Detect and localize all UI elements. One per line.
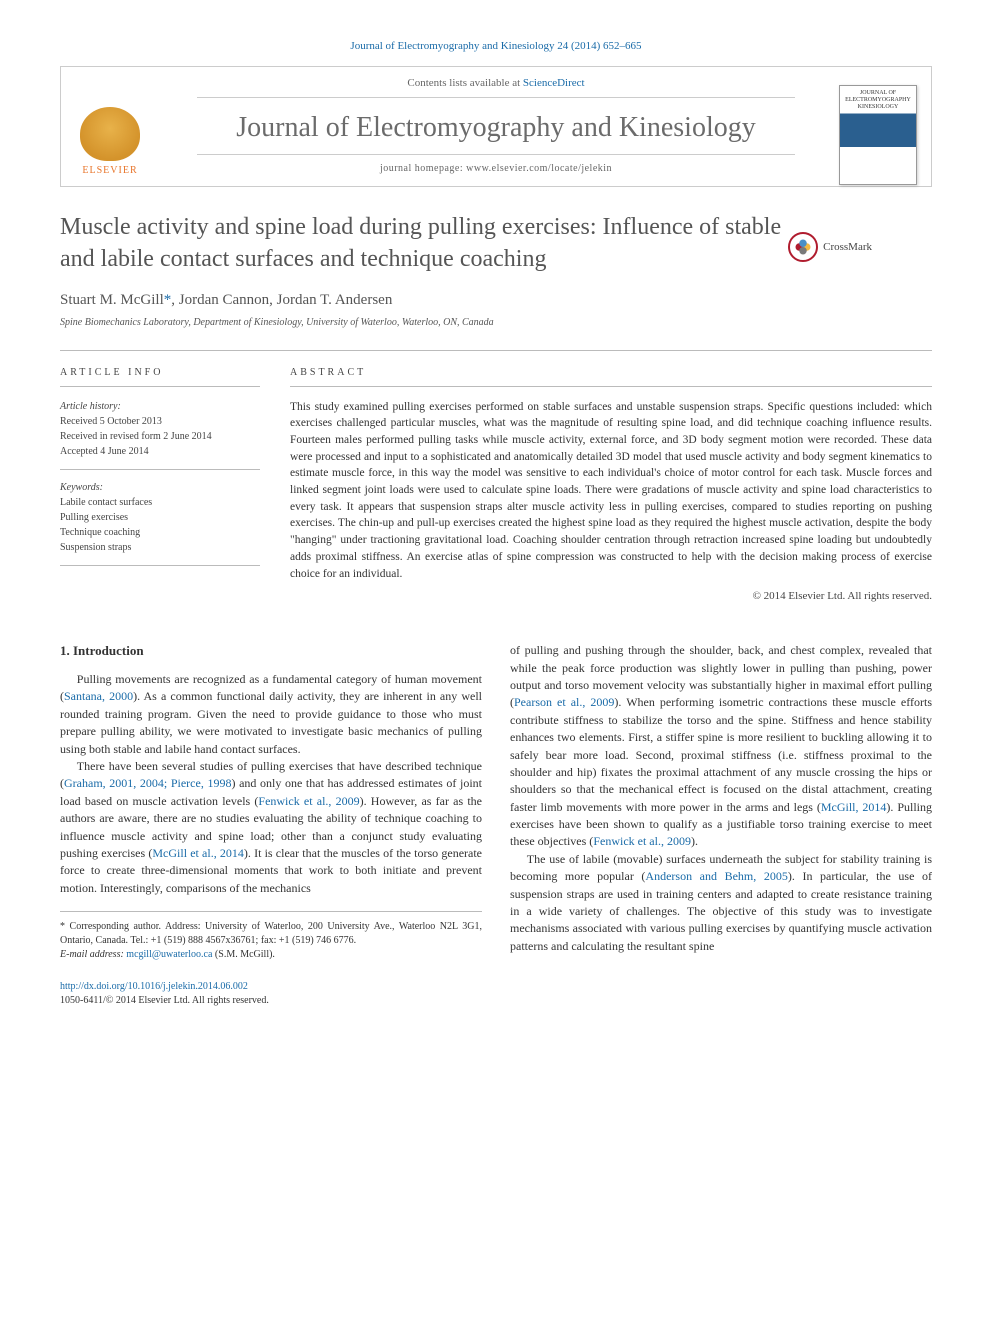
doi-footer: http://dx.doi.org/10.1016/j.jelekin.2014… [60, 980, 932, 1008]
abstract-heading: ABSTRACT [290, 367, 932, 387]
affiliation: Spine Biomechanics Laboratory, Departmen… [60, 317, 932, 328]
keywords-label: Keywords: [60, 480, 260, 495]
body-text: 1. Introduction Pulling movements are re… [60, 642, 932, 962]
accepted-date: Accepted 4 June 2014 [60, 446, 149, 457]
email-label: E-mail address: [60, 949, 126, 960]
keywords-block: Keywords: Labile contact surfaces Pullin… [60, 480, 260, 566]
revised-date: Received in revised form 2 June 2014 [60, 431, 212, 442]
elsevier-logo[interactable]: ELSEVIER [75, 107, 145, 187]
ref-mcgill-2014-a[interactable]: McGill et al., 2014 [152, 846, 244, 860]
para-4: The use of labile (movable) surfaces und… [510, 851, 932, 955]
article-history: Article history: Received 5 October 2013… [60, 399, 260, 470]
doi-link[interactable]: http://dx.doi.org/10.1016/j.jelekin.2014… [60, 981, 248, 992]
section-heading-1: 1. Introduction [60, 642, 482, 661]
contents-available-line: Contents lists available at ScienceDirec… [197, 77, 795, 98]
elsevier-tree-icon [80, 107, 140, 161]
journal-title: Journal of Electromyography and Kinesiol… [77, 112, 915, 144]
ref-fenwick-2009-b[interactable]: Fenwick et al., 2009 [593, 834, 691, 848]
issn-copyright: 1050-6411/© 2014 Elsevier Ltd. All right… [60, 995, 269, 1006]
citation-text[interactable]: Journal of Electromyography and Kinesiol… [350, 40, 641, 52]
email-suffix: (S.M. McGill). [212, 949, 275, 960]
homepage-url[interactable]: www.elsevier.com/locate/jelekin [466, 163, 612, 174]
article-info-heading: ARTICLE INFO [60, 367, 260, 387]
citation-line: Journal of Electromyography and Kinesiol… [60, 40, 932, 52]
journal-cover-thumbnail[interactable]: JOURNAL OF ELECTROMYOGRAPHY KINESIOLOGY [839, 85, 917, 185]
crossmark-label: CrossMark [823, 241, 872, 253]
abstract-block: ABSTRACT This study examined pulling exe… [290, 367, 932, 602]
keyword-1: Labile contact surfaces [60, 497, 152, 508]
ref-anderson-behm-2005[interactable]: Anderson and Behm, 2005 [645, 869, 787, 883]
keyword-3: Technique coaching [60, 527, 140, 538]
authors-rest: , Jordan Cannon, Jordan T. Andersen [171, 292, 392, 308]
received-date: Received 5 October 2013 [60, 416, 162, 427]
corr-address: * Corresponding author. Address: Univers… [60, 920, 482, 948]
keyword-4: Suspension straps [60, 542, 131, 553]
para-3: of pulling and pushing through the shoul… [510, 642, 932, 851]
crossmark-badge[interactable]: CrossMark [788, 232, 872, 262]
abstract-text: This study examined pulling exercises pe… [290, 399, 932, 582]
corr-email-link[interactable]: mcgill@uwaterloo.ca [126, 949, 212, 960]
ref-graham-pierce[interactable]: Graham, 2001, 2004; Pierce, 1998 [64, 776, 231, 790]
elsevier-label: ELSEVIER [75, 165, 145, 176]
para-2: There have been several studies of pulli… [60, 758, 482, 897]
ref-mcgill-2014-b[interactable]: McGill, 2014 [821, 800, 887, 814]
keyword-2: Pulling exercises [60, 512, 128, 523]
journal-header-box: ELSEVIER JOURNAL OF ELECTROMYOGRAPHY KIN… [60, 66, 932, 187]
authors-line: Stuart M. McGill*, Jordan Cannon, Jordan… [60, 292, 932, 309]
homepage-line: journal homepage: www.elsevier.com/locat… [197, 154, 795, 174]
crossmark-icon [788, 232, 818, 262]
corresponding-author-footnote: * Corresponding author. Address: Univers… [60, 911, 482, 962]
ref-santana-2000[interactable]: Santana, 2000 [64, 689, 133, 703]
ref-pearson-2009[interactable]: Pearson et al., 2009 [514, 695, 614, 709]
abstract-copyright: © 2014 Elsevier Ltd. All rights reserved… [290, 590, 932, 602]
sciencedirect-link[interactable]: ScienceDirect [523, 77, 585, 89]
history-label: Article history: [60, 401, 121, 412]
article-info-sidebar: ARTICLE INFO Article history: Received 5… [60, 367, 260, 602]
cover-label: JOURNAL OF ELECTROMYOGRAPHY KINESIOLOGY [840, 86, 916, 112]
ref-fenwick-2009-a[interactable]: Fenwick et al., 2009 [258, 794, 359, 808]
author-1: Stuart M. McGill [60, 292, 164, 308]
para-1: Pulling movements are recognized as a fu… [60, 671, 482, 758]
